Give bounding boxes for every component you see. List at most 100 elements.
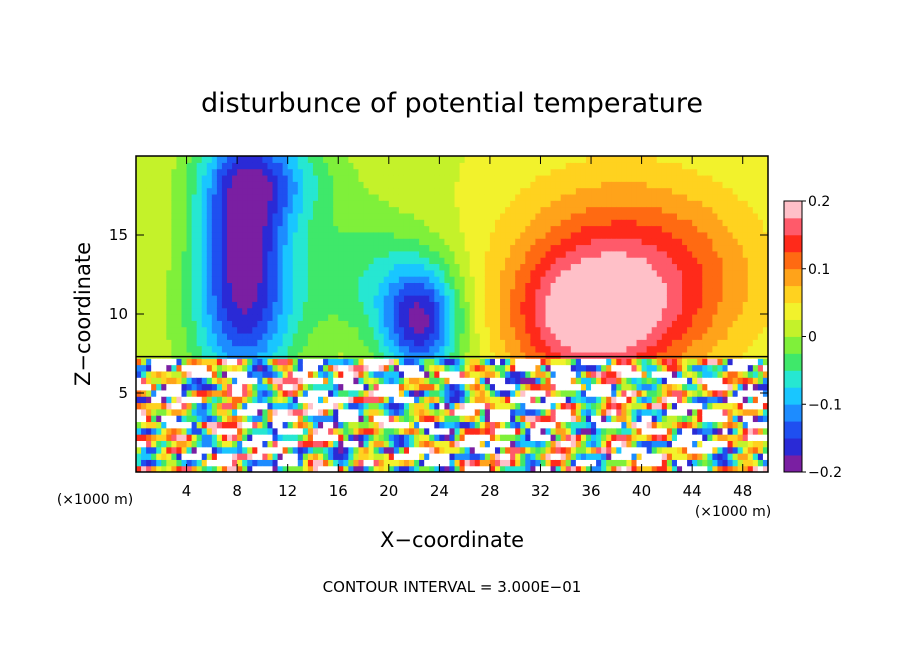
field-cell [302, 415, 309, 423]
field-cell [292, 364, 299, 372]
field-cell [525, 257, 531, 265]
field-cell [601, 446, 607, 454]
field-cell [302, 446, 309, 454]
field-cell [363, 364, 370, 372]
field-cell [424, 453, 430, 460]
field-cell [500, 345, 506, 353]
field-cell [363, 377, 370, 385]
field-cell [388, 244, 395, 252]
field-cell [636, 193, 643, 201]
field-cell [176, 156, 183, 163]
field-cell [227, 358, 233, 366]
field-cell [282, 225, 289, 233]
field-cell [464, 187, 471, 195]
field-cell [611, 168, 617, 176]
field-cell [358, 351, 365, 359]
field-cell [444, 181, 451, 189]
field-cell [353, 174, 360, 182]
field-cell [575, 187, 582, 195]
field-cell [237, 263, 243, 271]
field-cell [373, 440, 380, 448]
field-cell [176, 370, 183, 378]
field-cell [474, 168, 481, 176]
field-cell [171, 370, 178, 378]
field-cell [282, 345, 289, 353]
field-cell [227, 301, 233, 309]
field-cell [434, 301, 440, 309]
field-cell [343, 250, 349, 258]
field-cell [343, 421, 349, 429]
field-cell [242, 339, 248, 347]
field-cell [343, 295, 349, 302]
field-cell [636, 257, 643, 265]
field-cell [398, 358, 405, 366]
field-cell [328, 295, 334, 302]
field-cell [388, 193, 395, 201]
field-cell [606, 383, 612, 391]
field-cell [479, 282, 486, 290]
field-cell [565, 168, 572, 176]
field-cell [166, 440, 172, 448]
field-cell [474, 257, 481, 265]
field-cell [419, 345, 425, 353]
field-cell [469, 231, 476, 239]
field-cell [484, 307, 491, 315]
field-cell [272, 389, 279, 397]
field-cell [247, 174, 253, 182]
field-cell [237, 320, 243, 328]
field-cell [469, 370, 476, 378]
field-cell [302, 332, 309, 340]
field-cell [272, 174, 279, 182]
field-cell [525, 415, 531, 423]
field-cell [156, 465, 162, 472]
field-cell [510, 295, 516, 302]
field-cell [171, 276, 178, 283]
field-cell [267, 244, 274, 252]
field-cell [201, 301, 208, 309]
field-cell [545, 377, 552, 385]
field-cell [621, 408, 628, 416]
field-cell [611, 332, 617, 340]
field-cell [373, 434, 380, 441]
field-cell [565, 440, 572, 448]
field-cell [252, 212, 258, 220]
field-cell [580, 446, 587, 454]
field-cell [237, 402, 243, 410]
field-cell [550, 250, 557, 258]
field-cell [201, 332, 208, 340]
field-cell [333, 206, 339, 214]
field-cell [489, 174, 496, 182]
field-cell [449, 402, 456, 410]
field-cell [388, 269, 395, 277]
field-cell [146, 269, 152, 277]
field-cell [227, 408, 233, 416]
field-cell [474, 181, 481, 189]
field-cell [479, 295, 486, 302]
field-cell [494, 295, 501, 302]
field-cell [570, 181, 577, 189]
field-cell [449, 370, 456, 378]
field-cell [479, 465, 486, 472]
field-cell [221, 162, 228, 170]
field-cell [489, 295, 496, 302]
field-cell [515, 351, 521, 359]
field-cell [277, 383, 284, 391]
field-cell [358, 345, 365, 353]
field-cell [136, 453, 142, 460]
field-cell [489, 421, 496, 429]
field-cell [631, 225, 638, 233]
field-cell [626, 206, 633, 214]
field-cell [560, 465, 567, 472]
field-cell [181, 276, 188, 283]
field-cell [378, 408, 385, 416]
field-cell [429, 295, 435, 302]
field-cell [292, 187, 299, 195]
field-cell [626, 332, 633, 340]
field-cell [191, 383, 198, 391]
field-cell [479, 421, 486, 429]
field-cell [282, 389, 289, 397]
field-cell [146, 440, 152, 448]
field-cell [530, 453, 537, 460]
field-cell [535, 459, 542, 467]
field-cell [606, 282, 612, 290]
